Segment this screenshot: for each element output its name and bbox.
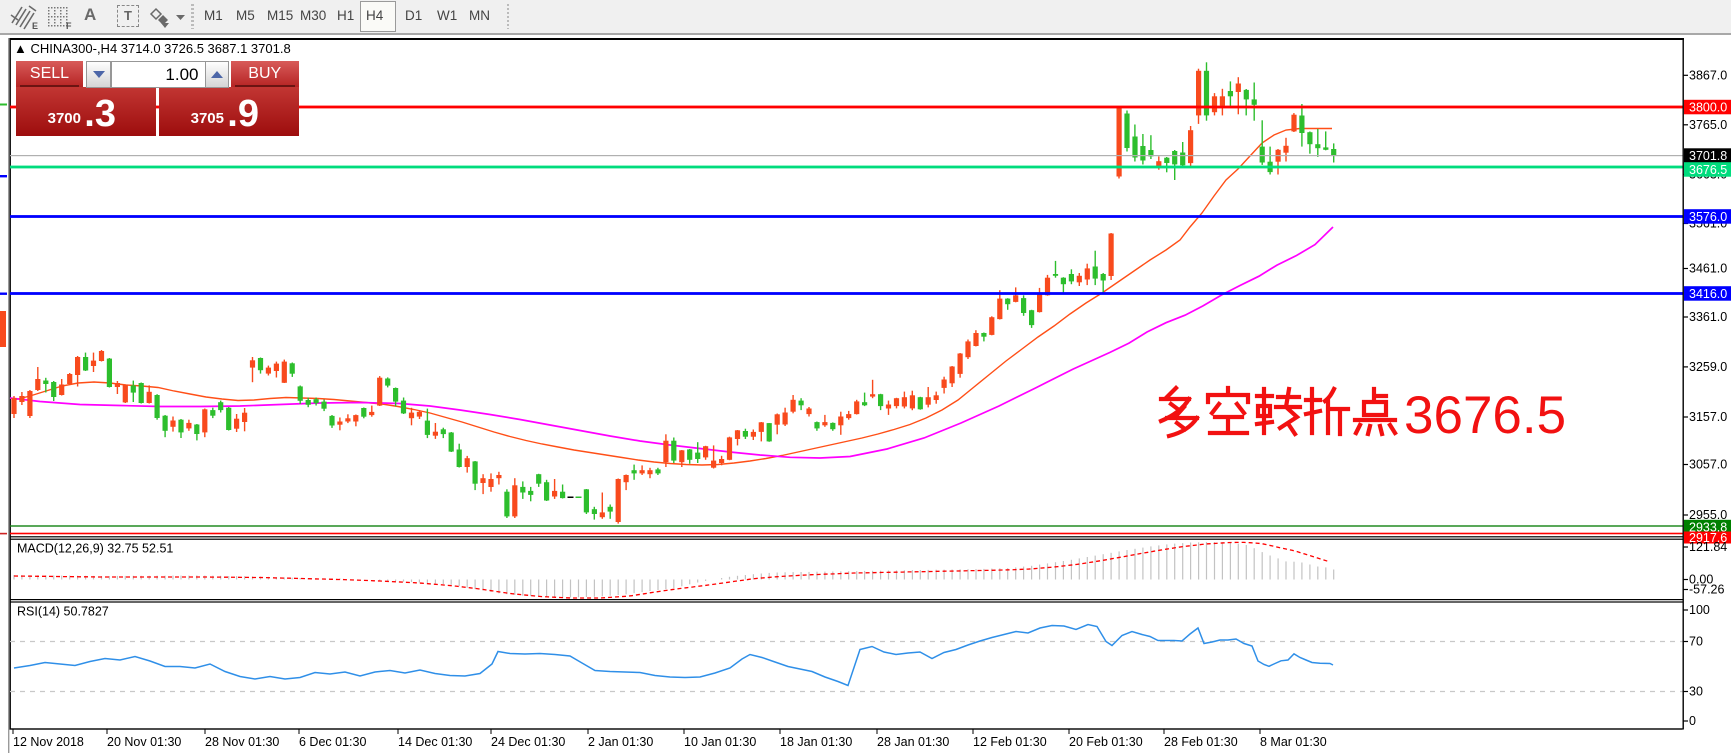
svg-text:8 Mar 01:30: 8 Mar 01:30 — [1260, 735, 1327, 749]
svg-text:RSI(14) 50.7827: RSI(14) 50.7827 — [17, 605, 109, 619]
svg-text:12 Nov 2018: 12 Nov 2018 — [13, 735, 84, 749]
svg-text:2933.8: 2933.8 — [1689, 520, 1727, 534]
svg-text:-57.26: -57.26 — [1689, 583, 1724, 597]
svg-text:3576.0: 3576.0 — [1689, 210, 1727, 224]
svg-text:3157.0: 3157.0 — [1689, 410, 1727, 424]
svg-text:10 Jan 01:30: 10 Jan 01:30 — [684, 735, 756, 749]
svg-text:3416.0: 3416.0 — [1689, 287, 1727, 301]
svg-text:6 Dec 01:30: 6 Dec 01:30 — [299, 735, 366, 749]
svg-text:E: E — [32, 21, 38, 31]
svg-text:30: 30 — [1689, 685, 1703, 699]
svg-text:28 Jan 01:30: 28 Jan 01:30 — [877, 735, 949, 749]
svg-text:18 Jan 01:30: 18 Jan 01:30 — [780, 735, 852, 749]
svg-text:20 Nov 01:30: 20 Nov 01:30 — [107, 735, 181, 749]
svg-text:28 Nov 01:30: 28 Nov 01:30 — [205, 735, 279, 749]
svg-text:70: 70 — [1689, 635, 1703, 649]
svg-text:14 Dec 01:30: 14 Dec 01:30 — [398, 735, 472, 749]
svg-text:24 Dec 01:30: 24 Dec 01:30 — [491, 735, 565, 749]
svg-text:3259.0: 3259.0 — [1689, 360, 1727, 374]
svg-text:0.00: 0.00 — [1689, 573, 1713, 587]
svg-text:F: F — [66, 21, 72, 31]
svg-text:100: 100 — [1689, 603, 1710, 617]
svg-text:3765.0: 3765.0 — [1689, 118, 1727, 132]
svg-text:3800.0: 3800.0 — [1689, 100, 1727, 114]
svg-text:2917.6: 2917.6 — [1689, 531, 1727, 545]
svg-text:0: 0 — [1689, 714, 1696, 728]
svg-text:121.84: 121.84 — [1689, 540, 1727, 554]
svg-text:12 Feb 01:30: 12 Feb 01:30 — [973, 735, 1047, 749]
svg-text:20 Feb 01:30: 20 Feb 01:30 — [1069, 735, 1143, 749]
svg-text:3057.0: 3057.0 — [1689, 458, 1727, 472]
svg-text:2 Jan 01:30: 2 Jan 01:30 — [588, 735, 653, 749]
svg-text:3461.0: 3461.0 — [1689, 262, 1727, 276]
svg-text:3701.8: 3701.8 — [1689, 149, 1727, 163]
svg-text:3676.5: 3676.5 — [1689, 163, 1727, 177]
svg-text:▲ CHINA300-,H4 3714.0 3726.5: ▲ CHINA300-,H4 3714.0 3726.5 3687.1 3701… — [14, 41, 291, 56]
svg-text:MACD(12,26,9) 32.75 52.51: MACD(12,26,9) 32.75 52.51 — [17, 542, 173, 556]
svg-text:2955.0: 2955.0 — [1689, 508, 1727, 522]
svg-text:3867.0: 3867.0 — [1689, 69, 1727, 83]
svg-text:3361.0: 3361.0 — [1689, 310, 1727, 324]
svg-text:3676.5: 3676.5 — [1404, 386, 1566, 445]
svg-text:28 Feb 01:30: 28 Feb 01:30 — [1164, 735, 1238, 749]
